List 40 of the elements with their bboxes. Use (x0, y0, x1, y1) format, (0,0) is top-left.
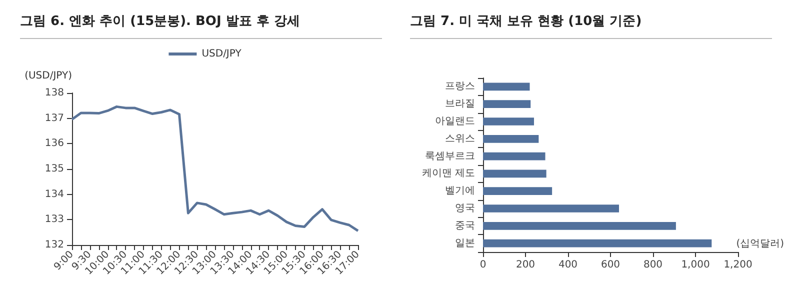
chart-title: 그림 6. 엔화 추이 (15분봉). BOJ 발표 후 강세 (20, 12, 382, 39)
y-tick-label: 영국 (455, 203, 475, 214)
x-tick-label: 400 (558, 260, 578, 270)
y-tick-label: 룩셈부르크 (425, 150, 475, 162)
x-tick-label: 0 (480, 260, 486, 270)
annotation: (십억달러) (736, 238, 784, 250)
bar (483, 118, 534, 126)
y-tick-label: 132 (44, 240, 64, 250)
y-tick-label: 프랑스 (445, 81, 475, 92)
x-tick-label: 800 (643, 260, 663, 270)
y-tick-label: 스위스 (445, 133, 475, 144)
y-tick-label: 중국 (455, 220, 475, 232)
y-tick-label: 134 (44, 188, 64, 200)
y-tick-label: 133 (44, 214, 64, 226)
bar (483, 100, 531, 108)
bar (483, 170, 546, 178)
bar (483, 222, 676, 230)
y-tick-label: 아일랜드 (435, 116, 475, 127)
y-tick-label: 일본 (455, 238, 475, 249)
chart-title: 그림 7. 미 국채 보유 현황 (10월 기준) (410, 12, 772, 39)
bar (483, 239, 712, 248)
y-tick-label: 케이맨 제도 (422, 168, 475, 180)
y-tick-label: 138 (44, 88, 64, 98)
y-tick-label: 135 (44, 164, 64, 174)
y-tick-label: 벨기에 (445, 186, 475, 197)
x-tick-label: 1,200 (724, 260, 752, 270)
y-tick-label: 136 (44, 138, 64, 150)
x-tick-label: 200 (516, 260, 536, 270)
bar (483, 82, 530, 91)
bar (483, 134, 539, 143)
x-tick-label: 1,000 (681, 260, 710, 270)
bar (483, 152, 546, 160)
y-tick-label: 137 (44, 112, 64, 124)
legend-label: USD/JPY (202, 48, 242, 60)
line-series (70, 105, 360, 232)
x-tick-label: 600 (600, 260, 620, 270)
y-axis-title: (USD/JPY) (24, 70, 72, 82)
bar (483, 204, 619, 212)
bar (483, 187, 552, 196)
y-tick-label: 브라질 (445, 98, 475, 110)
